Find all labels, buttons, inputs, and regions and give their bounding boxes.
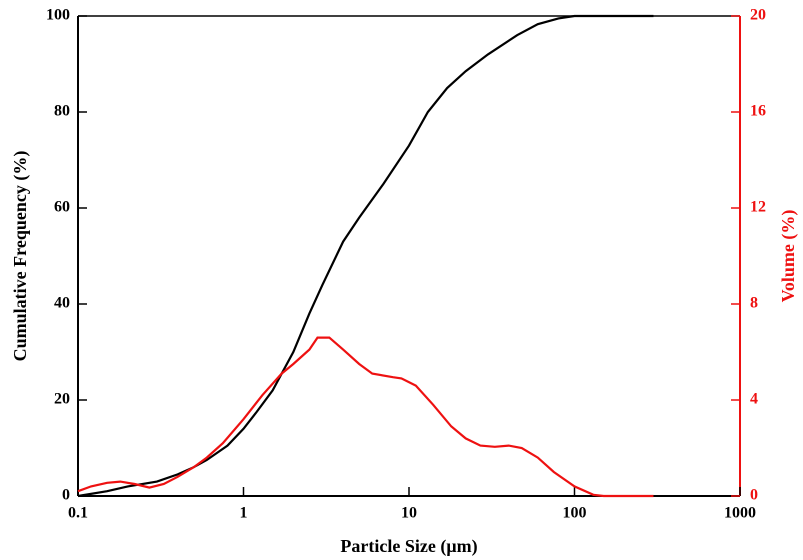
y2-tick-label: 20 — [750, 7, 766, 24]
y-axis-label: Cumulative Frequency (%) — [10, 151, 31, 362]
y-tick-label: 20 — [54, 391, 70, 408]
y-tick-label: 80 — [54, 103, 70, 120]
x-tick-label: 0.1 — [68, 505, 88, 522]
x-tick-label: 1000 — [724, 505, 756, 522]
y2-axis-label: Volume (%) — [778, 210, 799, 303]
y2-tick-label: 12 — [750, 199, 766, 216]
line-series — [77, 336, 654, 498]
line-series — [77, 14, 654, 498]
x-tick-label: 1 — [240, 505, 248, 522]
y2-tick-label: 0 — [750, 487, 758, 504]
y2-tick-label: 4 — [750, 391, 758, 408]
y-tick-label: 0 — [62, 487, 70, 504]
x-tick-label: 10 — [401, 505, 417, 522]
x-axis-label: Particle Size (μm) — [340, 536, 477, 557]
y2-tick-label: 16 — [750, 103, 766, 120]
y2-tick-label: 8 — [750, 295, 758, 312]
x-tick-label: 100 — [563, 505, 587, 522]
y-tick-label: 40 — [54, 295, 70, 312]
y-tick-label: 100 — [46, 7, 70, 24]
y-tick-label: 60 — [54, 199, 70, 216]
